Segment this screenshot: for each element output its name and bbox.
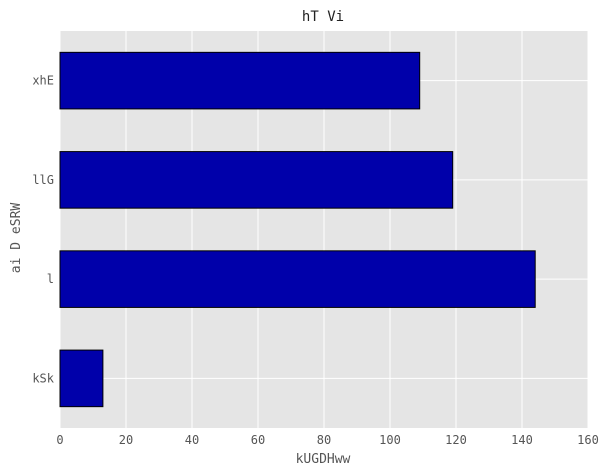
bars [59,51,536,408]
x-tick-label: 60 [251,433,265,447]
x-tick-label: 120 [445,433,467,447]
x-tick-label: 140 [511,433,533,447]
x-tick-label: 20 [119,433,133,447]
y-tick-label: kSk [32,371,54,385]
y-tick-label: l [47,272,54,286]
bar-llG [59,151,454,209]
bar-l [59,250,536,308]
y-tick-label: llG [32,173,54,187]
x-tick-labels: 0 20 40 60 80 100 120 140 160 [56,433,598,447]
y-axis-label: ai D eSRW [9,203,24,274]
x-tick-label: 0 [56,433,63,447]
y-tick-label: xhE [32,74,54,88]
chart-title: hT Vi [302,9,344,25]
x-tick-label: 100 [379,433,401,447]
x-tick-label: 40 [185,433,199,447]
bar-kSk [59,349,104,408]
x-tick-label: 160 [577,433,599,447]
x-tick-label: 80 [317,433,331,447]
y-tick-labels: xhE llG l kSk [32,74,54,386]
bar-xhE [59,51,421,110]
x-axis-label: kUGDHww [296,452,351,467]
